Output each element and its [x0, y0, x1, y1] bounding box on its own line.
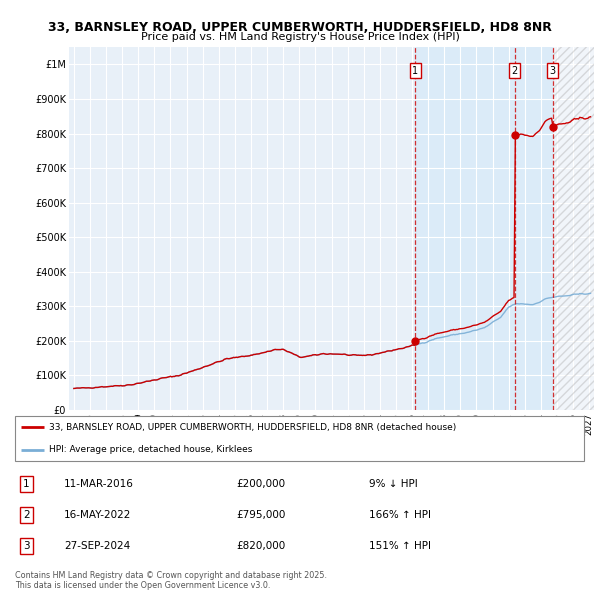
Text: £200,000: £200,000: [236, 478, 286, 489]
Text: 33, BARNSLEY ROAD, UPPER CUMBERWORTH, HUDDERSFIELD, HD8 8NR: 33, BARNSLEY ROAD, UPPER CUMBERWORTH, HU…: [48, 21, 552, 34]
Text: 1: 1: [23, 478, 30, 489]
Text: 2: 2: [23, 510, 30, 520]
Bar: [553, 47, 594, 410]
FancyBboxPatch shape: [15, 416, 584, 461]
Text: HPI: Average price, detached house, Kirklees: HPI: Average price, detached house, Kirk…: [49, 445, 253, 454]
Text: 11-MAR-2016: 11-MAR-2016: [64, 478, 134, 489]
Text: 151% ↑ HPI: 151% ↑ HPI: [369, 541, 431, 551]
Text: Contains HM Land Registry data © Crown copyright and database right 2025.
This d: Contains HM Land Registry data © Crown c…: [15, 571, 327, 590]
Text: 9% ↓ HPI: 9% ↓ HPI: [369, 478, 418, 489]
Text: 2: 2: [511, 66, 518, 76]
Text: Price paid vs. HM Land Registry's House Price Index (HPI): Price paid vs. HM Land Registry's House …: [140, 32, 460, 42]
Text: 16-MAY-2022: 16-MAY-2022: [64, 510, 131, 520]
Text: 1: 1: [412, 66, 418, 76]
Text: 166% ↑ HPI: 166% ↑ HPI: [369, 510, 431, 520]
Text: £820,000: £820,000: [236, 541, 286, 551]
Text: 27-SEP-2024: 27-SEP-2024: [64, 541, 130, 551]
Text: 33, BARNSLEY ROAD, UPPER CUMBERWORTH, HUDDERSFIELD, HD8 8NR (detached house): 33, BARNSLEY ROAD, UPPER CUMBERWORTH, HU…: [49, 423, 457, 432]
Text: 3: 3: [550, 66, 556, 76]
Text: 3: 3: [23, 541, 30, 551]
Bar: [415, 47, 553, 410]
Text: £795,000: £795,000: [236, 510, 286, 520]
